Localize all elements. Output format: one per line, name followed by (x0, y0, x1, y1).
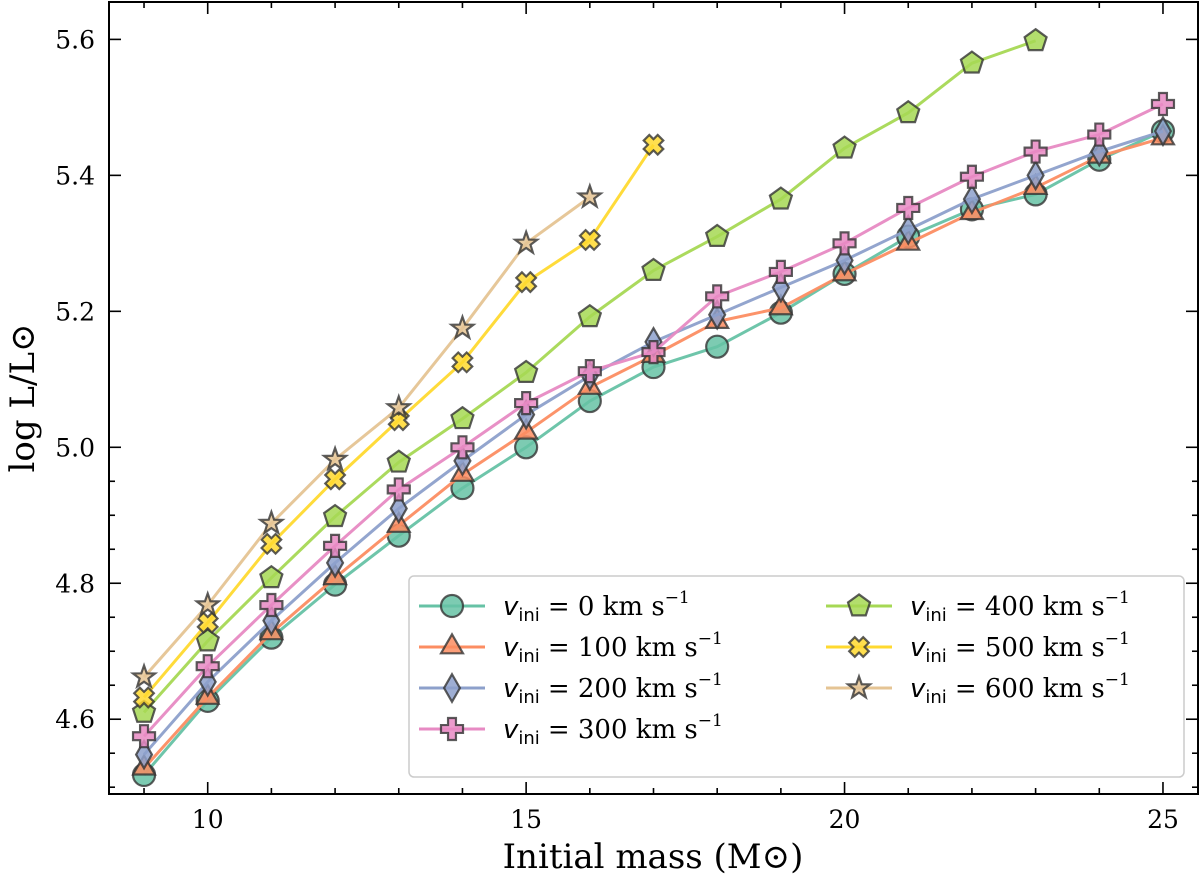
series-4 (131, 27, 1048, 723)
series-3 (131, 91, 1176, 749)
y-axis-label: log L/L⊙ (3, 323, 43, 472)
legend-marker (442, 672, 462, 704)
data-point (832, 135, 857, 159)
legend-label: vini = 100 km s−1 (503, 629, 723, 667)
data-point (895, 99, 921, 124)
data-point (768, 259, 793, 284)
data-point (195, 654, 220, 679)
legend-item: vini = 500 km s−1 (826, 629, 1130, 667)
data-point (577, 359, 602, 384)
data-point (384, 392, 413, 420)
data-point (260, 532, 283, 556)
data-point (578, 228, 602, 252)
data-point (322, 503, 348, 528)
legend-marker (847, 635, 871, 659)
data-point (705, 334, 730, 359)
legend-marker (846, 593, 872, 617)
y-tick-label: 4.6 (55, 705, 95, 734)
legend-label: vini = 400 km s−1 (910, 588, 1130, 626)
legend-label: vini = 0 km s−1 (503, 588, 690, 626)
series-line (142, 195, 591, 679)
x-tick-label: 20 (829, 805, 861, 834)
data-point (1153, 115, 1173, 148)
data-point (389, 492, 408, 525)
data-point (513, 359, 539, 383)
data-point (129, 662, 159, 690)
y-tick-label: 4.8 (55, 569, 95, 598)
series-6 (129, 182, 604, 690)
data-point (577, 303, 603, 328)
axis-ticks: 10 15 20 25 4.6 4.8 5.0 5.2 5.4 5.6 (55, 2, 1198, 834)
data-point (386, 477, 411, 502)
legend-label: vini = 500 km s−1 (910, 629, 1130, 667)
y-tick-label: 5.4 (55, 161, 95, 190)
data-point (320, 444, 350, 472)
data-point (705, 284, 730, 309)
data-point (832, 231, 857, 256)
data-point (259, 592, 284, 618)
data-point (962, 183, 982, 216)
x-tick-label: 25 (1147, 805, 1179, 834)
data-point (704, 223, 730, 247)
data-point (514, 391, 539, 416)
data-point (959, 50, 985, 74)
data-point (450, 435, 475, 460)
legend-item: vini = 200 km s−1 (419, 670, 723, 708)
legend-marker (439, 593, 465, 619)
legend-item: vini = 600 km s−1 (826, 670, 1130, 708)
legend-marker (439, 632, 465, 655)
legend-label: vini = 200 km s−1 (503, 670, 723, 708)
data-point (386, 449, 412, 473)
y-tick-label: 5.6 (55, 25, 95, 54)
data-point (959, 164, 985, 189)
legend-label: vini = 300 km s−1 (503, 711, 723, 749)
legend-marker (844, 673, 874, 701)
data-point (642, 133, 665, 157)
data-point (195, 628, 220, 652)
data-point (768, 293, 794, 316)
series-layer (129, 27, 1176, 787)
data-point (641, 257, 666, 281)
data-point (131, 724, 157, 749)
legend-item: vini = 400 km s−1 (826, 588, 1130, 626)
data-point (1023, 139, 1048, 164)
data-point (448, 313, 477, 341)
data-point (322, 533, 348, 558)
legend-item: vini = 0 km s−1 (419, 588, 690, 626)
data-point (259, 564, 284, 589)
x-tick-label: 10 (192, 805, 224, 834)
data-point (899, 213, 918, 246)
data-point (196, 611, 220, 635)
x-tick-label: 15 (510, 805, 542, 834)
data-point (1026, 159, 1045, 192)
data-point (514, 270, 538, 294)
data-point (451, 350, 474, 374)
y-tick-label: 5.0 (55, 433, 95, 462)
legend-item: vini = 100 km s−1 (419, 629, 723, 667)
y-tick-label: 5.2 (55, 297, 95, 326)
legend-item: vini = 300 km s−1 (419, 711, 723, 749)
data-point (193, 590, 222, 618)
legend-label: vini = 600 km s−1 (910, 670, 1130, 708)
data-point (450, 405, 475, 430)
data-point (768, 186, 794, 210)
data-point (511, 228, 541, 256)
data-point (323, 467, 347, 491)
data-point (1023, 27, 1048, 52)
data-point (896, 195, 921, 221)
legend-marker (439, 716, 465, 742)
x-axis-label: Initial mass (M⊙) (503, 837, 804, 877)
data-point (1150, 91, 1176, 117)
data-point (641, 340, 666, 365)
data-point (132, 686, 156, 709)
data-point (1087, 122, 1112, 147)
data-point (575, 182, 604, 210)
data-point (257, 508, 286, 536)
legend-box (408, 575, 1185, 778)
